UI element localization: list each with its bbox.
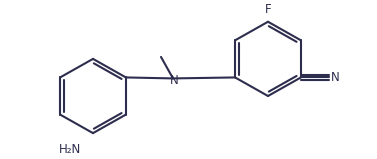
Text: N: N	[170, 74, 178, 87]
Text: H₂N: H₂N	[59, 143, 81, 156]
Text: F: F	[265, 3, 271, 16]
Text: N: N	[331, 71, 340, 84]
